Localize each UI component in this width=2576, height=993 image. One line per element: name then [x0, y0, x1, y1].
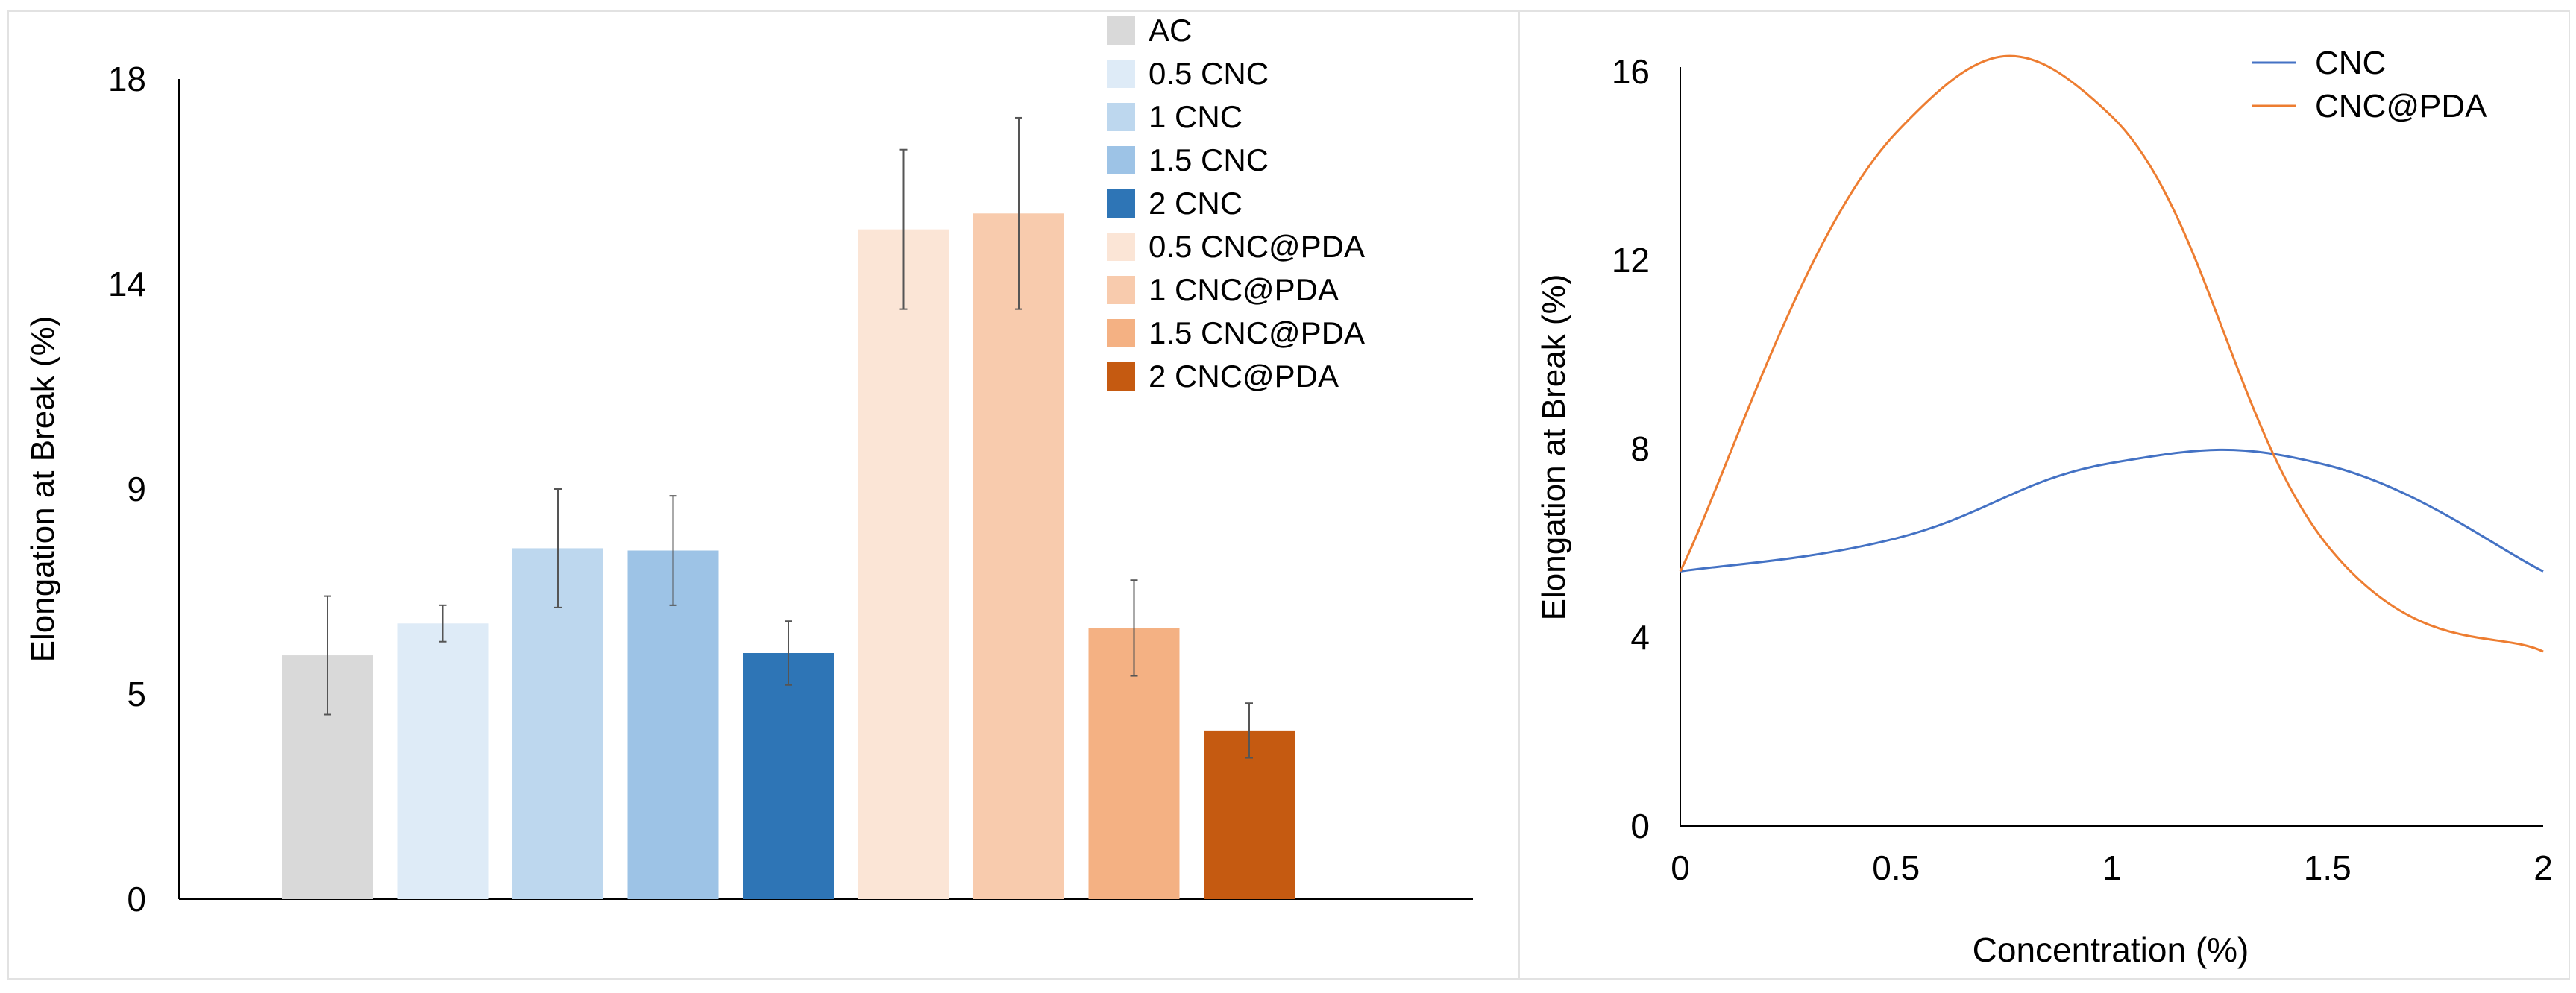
legend-label: 1 CNC [1149, 99, 1243, 134]
legend-label: 1 CNC@PDA [1149, 272, 1339, 307]
legend-swatch [1107, 362, 1135, 391]
line-chart-y-axis-title: Elongation at Break (%) [1536, 274, 1572, 621]
line-chart-x-tick-label: 1.5 [2304, 848, 2352, 887]
legend-swatch [1107, 146, 1135, 174]
line-chart-y-tick-label: 8 [1630, 429, 1650, 468]
bar-2-cnc [743, 653, 834, 899]
line-chart-y-tick-label: 16 [1612, 52, 1650, 91]
legend-swatch [1107, 189, 1135, 218]
line-chart-panel [1518, 10, 2570, 980]
bar-chart-y-tick-label: 5 [127, 675, 146, 713]
line-chart-x-tick-label: 0 [1671, 848, 1690, 887]
bar-1-cnc-pda [973, 213, 1064, 899]
legend-label: CNC@PDA [2315, 88, 2487, 124]
bar-chart-y-tick-label: 9 [127, 470, 146, 508]
bar-chart-legend: AC 0.5 CNC 1 CNC 1.5 CNC 2 CNC 0.5 CNC@PDA 1 C… [1107, 13, 1365, 394]
line-chart-y-tick-label: 12 [1612, 241, 1650, 280]
line-chart: 0 4 8 12 16 0 0.5 1 1.5 2 CNC CNC@PDA Elongation … [1536, 45, 2553, 969]
legend-label: 2 CNC@PDA [1149, 359, 1339, 394]
bar-chart: 0 5 9 14 18 AC 0.5 CNC 1 CNC 1.5 CNC 2 CNC 0.5 CN… [25, 13, 1473, 918]
legend-label: AC [1149, 13, 1192, 48]
legend-swatch [1107, 319, 1135, 347]
bar-chart-y-axis-title: Elongation at Break (%) [25, 316, 61, 663]
legend-label: 1.5 CNC@PDA [1149, 315, 1365, 350]
legend-label: CNC [2315, 45, 2386, 81]
line-chart-x-axis-title: Concentration (%) [1973, 930, 2249, 969]
legend-swatch [1107, 103, 1135, 131]
legend-swatch [1107, 276, 1135, 304]
legend-label: 0.5 CNC [1149, 56, 1269, 91]
legend-swatch [1107, 16, 1135, 45]
bar-chart-y-tick-label: 0 [127, 880, 146, 918]
bar-0-5-cnc-pda [858, 229, 949, 900]
series-line-cnc [1680, 448, 2544, 573]
legend-label: 2 CNC [1149, 186, 1243, 221]
legend-swatch [1107, 60, 1135, 88]
bar-2-cnc-pda [1204, 730, 1295, 899]
legend-swatch [1107, 233, 1135, 261]
legend-label: 0.5 CNC@PDA [1149, 229, 1365, 264]
line-chart-x-tick-label: 2 [2533, 848, 2553, 887]
line-chart-y-tick-label: 4 [1630, 618, 1650, 657]
line-chart-x-tick-label: 1 [2102, 848, 2122, 887]
bar-chart-y-tick-label: 14 [108, 265, 146, 303]
bar-0-5-cnc [397, 623, 489, 899]
legend-label: 1.5 CNC [1149, 142, 1269, 177]
bar-chart-y-tick-label: 18 [108, 60, 146, 98]
series-line-cnc-pda [1679, 54, 2544, 653]
line-chart-y-tick-label: 0 [1630, 807, 1650, 845]
line-chart-legend: CNC CNC@PDA [2252, 45, 2487, 124]
line-chart-x-tick-label: 0.5 [1872, 848, 1920, 887]
bar-1-5-cnc [627, 550, 719, 899]
